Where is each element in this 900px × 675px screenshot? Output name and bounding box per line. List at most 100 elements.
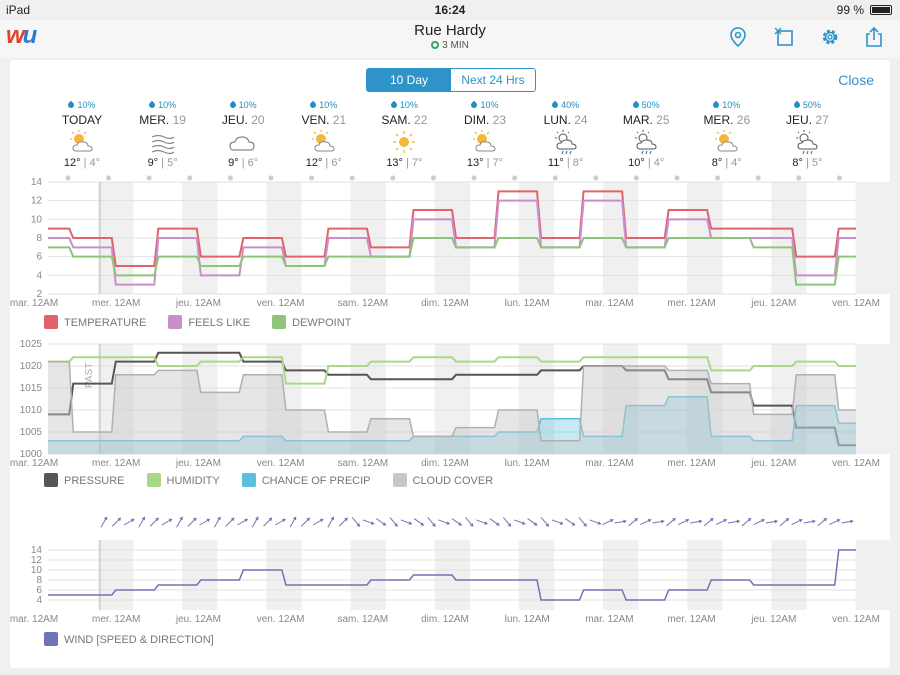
x-tick-label: sam. 12AM (338, 298, 389, 308)
wind-arrow-icon (476, 519, 488, 525)
wind-arrow-icon (375, 518, 387, 526)
legend-swatch (272, 315, 287, 329)
wind-arrow-icon (237, 518, 249, 526)
day-temps: 12° | 4° (63, 157, 101, 169)
day-label: TODAY (61, 113, 103, 127)
legend-item[interactable]: CLOUD COVER (392, 473, 493, 487)
wind-arrow-icon (161, 518, 173, 526)
day-temps: 8° | 4° (711, 157, 742, 169)
day-number: 26 (736, 113, 751, 127)
live-dot-icon (431, 41, 440, 49)
day-forecast[interactable]: 40% LUN. 24 11° | 8° (534, 100, 598, 169)
wind-arrow-head (306, 517, 310, 522)
day-forecast[interactable]: 10% MER. 26 8° | 4° (695, 100, 759, 169)
battery-icon (870, 5, 892, 15)
precip-value: 40% (561, 100, 580, 110)
wind-arrow-head (244, 518, 248, 523)
day-forecast[interactable]: 10% SAM. 22 13° | 7° (372, 100, 436, 169)
series-area (48, 396, 856, 454)
raindrop-icon (470, 100, 479, 110)
wind-arrow-head (408, 521, 413, 525)
share-icon[interactable] (863, 26, 885, 48)
wind-arrow-icon (602, 518, 614, 525)
wind-arrow-head (394, 523, 398, 527)
y-tick-label: 1005 (20, 427, 43, 438)
wind-arrow-head (281, 518, 286, 523)
legend-label: HUMIDITY (166, 475, 220, 487)
wind-arrow-head (192, 517, 197, 522)
day-forecast[interactable]: 10% VEN. 21 12° | 6° (292, 100, 356, 169)
wu-logo[interactable]: wu (6, 22, 37, 49)
day-forecast[interactable]: 50% MAR. 25 10° | 4° (614, 100, 678, 169)
x-tick-label: mar. 12AM (10, 614, 58, 624)
raindrop-icon (67, 100, 76, 110)
y-tick-label: 14 (31, 545, 43, 556)
hour-marker-dot (227, 175, 233, 181)
fog-icon (131, 129, 195, 155)
hour-marker-dot (309, 175, 315, 181)
day-forecast[interactable]: 10% JEU. 20 9° | 6° (211, 100, 275, 169)
series-line (48, 351, 856, 447)
day-forecast[interactable]: 10% TODAY 12° | 4° (50, 100, 114, 169)
high-temp: 8° (792, 157, 803, 169)
device-label: iPad (6, 3, 31, 17)
wind-arrow-head (850, 519, 854, 524)
raindrop-icon (712, 100, 721, 110)
day-forecast[interactable]: 10% DIM. 23 13° | 7° (453, 100, 517, 169)
day-temps: 10° | 4° (628, 157, 665, 169)
wind-arrow-icon (225, 517, 235, 527)
legend-swatch (168, 315, 183, 329)
low-temp: 5° (811, 157, 823, 169)
wind-arrow-head (836, 518, 841, 523)
day-name: DIM. 23 (453, 113, 517, 127)
legend-item[interactable]: DEWPOINT (272, 315, 351, 329)
x-tick-label: mer. 12AM (667, 298, 715, 308)
wind-arrow-icon (640, 518, 652, 525)
raindrop-icon (792, 100, 802, 110)
partly-sunny-icon (453, 129, 517, 155)
high-temp: 12° (63, 157, 81, 169)
legend-item[interactable]: HUMIDITY (146, 473, 220, 487)
legend-item[interactable]: TEMPERATURE (44, 315, 146, 329)
wind-arrow-icon (677, 518, 690, 525)
rain-sun-icon (614, 129, 678, 155)
wind-arrow-head (507, 523, 512, 527)
temperature-chart[interactable]: 2 4 6 8 10 12 14 mar. 12AM mer. 12AM jeu. 12AM ven… (10, 172, 890, 308)
partly-sunny-icon (292, 129, 356, 155)
legend-item[interactable]: WIND [SPEED & DIRECTION] (44, 632, 214, 646)
tab-next-24-hrs[interactable]: Next 24 Hrs (451, 69, 535, 91)
day-forecast[interactable]: 10% MER. 19 9° | 5° (131, 100, 195, 169)
x-tick-label: mar. 12AM (10, 458, 58, 469)
day-name: SAM. 22 (372, 113, 436, 127)
hour-marker-dot (471, 175, 477, 181)
legend-item[interactable]: FEELS LIKE (168, 315, 250, 329)
wind-arrow-icon (741, 517, 752, 527)
day-label: JEU. (221, 113, 248, 127)
location-title: Rue Hardy (414, 22, 486, 39)
wind-arrow-icon (149, 517, 159, 527)
gear-icon[interactable] (819, 26, 841, 48)
tab-10-day[interactable]: 10 Day (367, 69, 451, 91)
close-button[interactable]: Close (838, 72, 874, 88)
pressure-chart[interactable]: 1000 1005 1010 1015 1020 1025 PAST mar. 12AM mer… (10, 338, 890, 473)
legend-item[interactable]: CHANCE OF PRECIP (241, 473, 371, 487)
wind-arrow-head (661, 519, 665, 524)
x-tick-label: mer. 12AM (667, 458, 715, 469)
day-forecast[interactable]: 50% JEU. 27 8° | 5° (775, 100, 839, 169)
wind-arrow-icon (728, 519, 740, 524)
wind-arrow-head (330, 516, 335, 521)
wind-arrow-head (672, 518, 676, 522)
x-tick-label: jeu. 12AM (175, 298, 221, 308)
x-tick-label: ven. 12AM (832, 298, 880, 308)
wind-arrow-icon (389, 517, 399, 527)
location-pin-icon[interactable] (727, 26, 749, 48)
y-tick-label: 12 (31, 196, 43, 207)
precip-chance: 50% (614, 100, 678, 112)
hour-marker-dot (593, 175, 599, 181)
legend-item[interactable]: PRESSURE (44, 473, 125, 487)
wind-arrow-icon (841, 519, 854, 524)
map-layer-icon[interactable] (773, 26, 795, 48)
wind-arrow-icon (289, 516, 297, 528)
wind-arrow-head (382, 522, 387, 526)
